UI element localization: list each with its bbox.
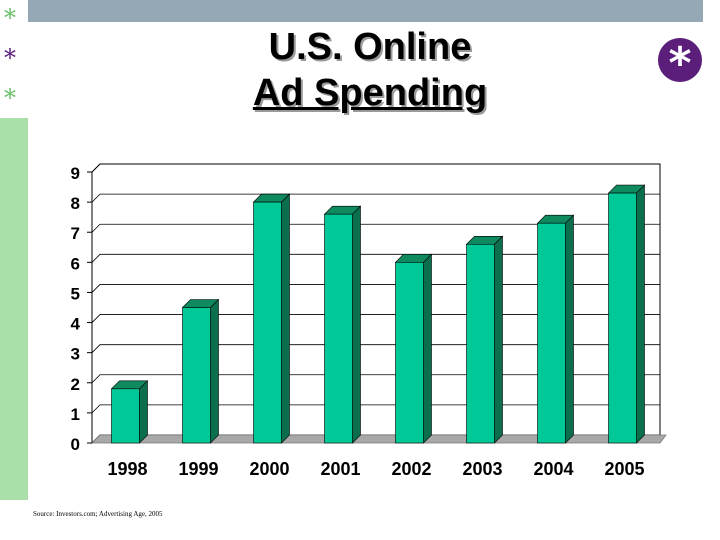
asterisk-bullet-icon: * xyxy=(4,84,16,112)
source-note: Source: Investors.com; Advertising Age, … xyxy=(33,510,163,518)
asterisk-badge-icon: * xyxy=(658,38,702,89)
y-tick-label: 3 xyxy=(71,345,80,364)
x-tick-label: 1998 xyxy=(107,459,147,479)
bar xyxy=(324,213,353,444)
y-tick-label: 7 xyxy=(71,224,80,243)
x-tick-label: 2003 xyxy=(462,459,502,479)
y-tick-label: 5 xyxy=(71,284,80,303)
x-tick-label: 2005 xyxy=(604,459,644,479)
bar-side-face xyxy=(352,205,361,444)
bar xyxy=(182,307,211,444)
x-tick-label: 2001 xyxy=(320,459,360,479)
bar-side-face xyxy=(139,380,148,444)
y-tick-label: 8 xyxy=(71,194,80,213)
y-tick-label: 2 xyxy=(71,375,80,394)
y-tick-label: 1 xyxy=(71,405,80,424)
asterisk-bullet-icon: * xyxy=(4,44,16,72)
bar-chart: 0 1 2 3 4 5 6 7 8 9 1998 1999 2000 2001 2002 2003 2004 20… xyxy=(71,163,667,479)
gridline xyxy=(91,163,660,173)
chart-floor xyxy=(91,434,667,444)
top-decorative-bar xyxy=(28,0,703,22)
bar xyxy=(466,243,495,444)
asterisk-bullet-icon: * xyxy=(4,4,16,32)
y-tick-label: 0 xyxy=(71,435,80,454)
gridline xyxy=(91,223,660,233)
bar-side-face xyxy=(565,214,574,444)
bar xyxy=(111,388,140,444)
bar-side-face xyxy=(281,193,290,444)
x-tick-label: 1999 xyxy=(178,459,218,479)
bar-side-face xyxy=(423,253,432,444)
bar xyxy=(253,201,282,444)
gridline xyxy=(91,193,660,203)
title-line-2: Ad Spending xyxy=(252,72,488,114)
title-line-1: U.S. Online xyxy=(268,26,472,68)
x-tick-label: 2004 xyxy=(533,459,573,479)
bar-side-face xyxy=(494,235,503,444)
bar xyxy=(537,222,566,444)
x-tick-label: 2002 xyxy=(391,459,431,479)
bar xyxy=(608,192,637,444)
bar-side-face xyxy=(636,184,645,444)
y-tick-label: 6 xyxy=(71,254,80,273)
left-decorative-bar xyxy=(0,118,28,500)
slide-title: U.S. Online Ad Spending xyxy=(170,24,570,116)
bar xyxy=(395,262,424,444)
y-tick-label: 9 xyxy=(71,164,80,183)
plot-area xyxy=(91,163,661,445)
x-tick-label: 2000 xyxy=(249,459,289,479)
bar-side-face xyxy=(210,298,219,444)
y-tick-label: 4 xyxy=(71,315,81,334)
